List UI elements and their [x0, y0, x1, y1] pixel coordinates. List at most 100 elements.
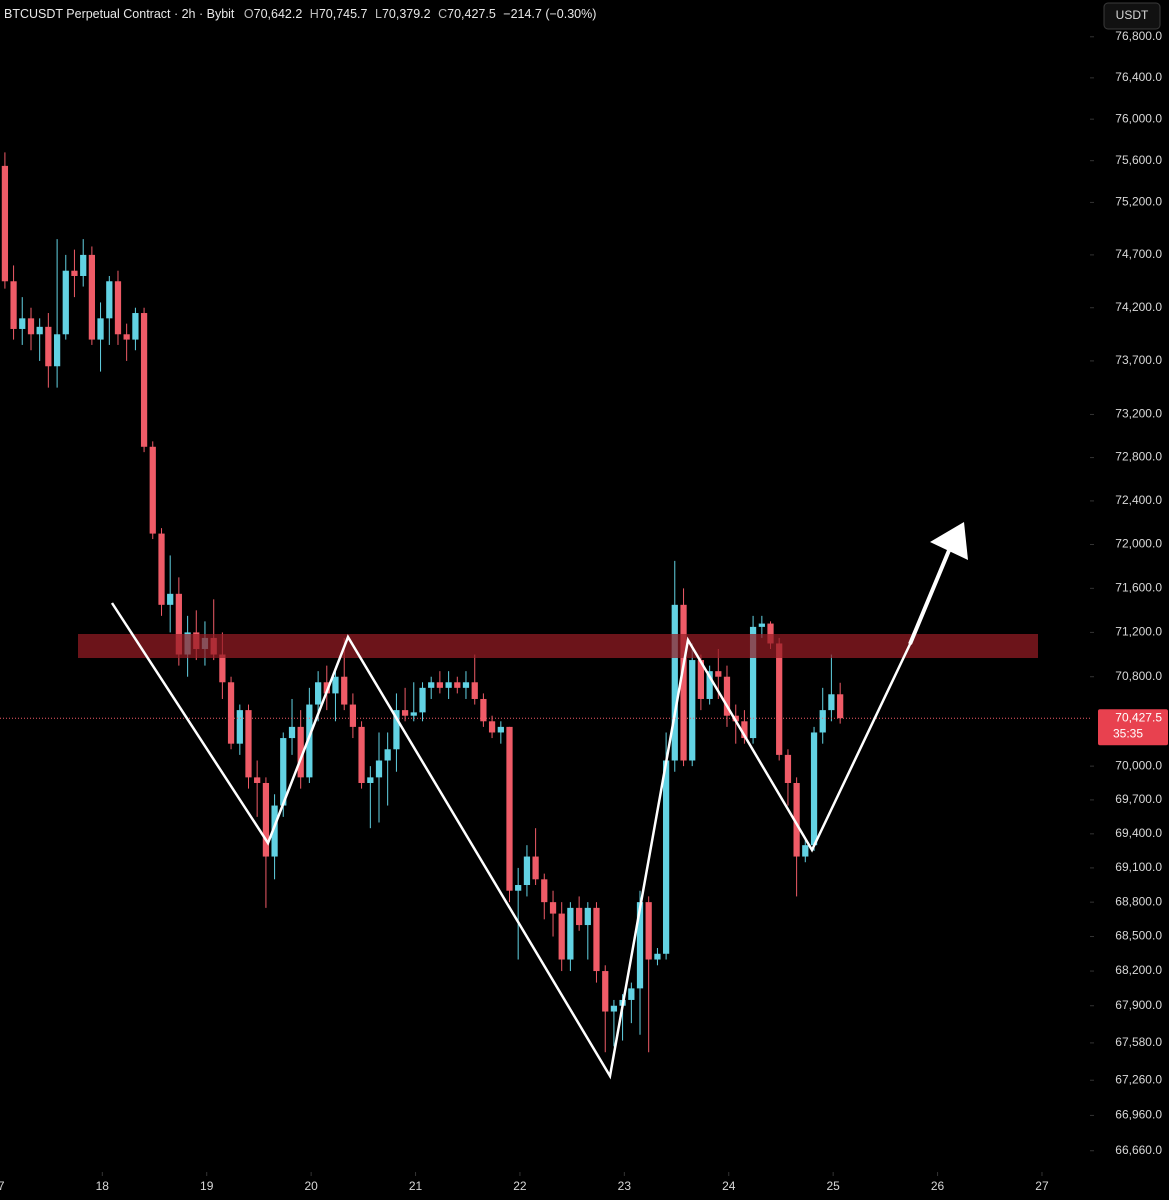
- x-tick-label: 20: [304, 1179, 318, 1193]
- y-tick-label: 69,100.0: [1115, 860, 1162, 874]
- candle-body: [140, 313, 148, 447]
- ohlc-value: 70,427.5: [447, 7, 496, 21]
- y-tick-label: 72,000.0: [1115, 537, 1162, 551]
- x-tick-label: 27: [1035, 1179, 1049, 1193]
- candle-body: [123, 334, 130, 340]
- candle-body: [419, 687, 426, 713]
- y-tick-label: 76,000.0: [1115, 111, 1162, 125]
- ohlc-key: C: [438, 7, 447, 21]
- candle-body: [584, 907, 591, 926]
- x-tick-label: 18: [96, 1179, 110, 1193]
- candle-body: [80, 254, 87, 276]
- candle-body: [567, 907, 574, 960]
- candle-body: [45, 326, 52, 367]
- candle-body: [471, 682, 478, 699]
- last-price-box: [1098, 709, 1168, 746]
- candle-body: [576, 907, 583, 926]
- candle-body: [454, 682, 461, 688]
- candle-body: [810, 732, 818, 846]
- y-tick-label: 72,800.0: [1115, 450, 1162, 464]
- x-tick-label: 21: [409, 1179, 423, 1193]
- last-price-label: 70,427.5: [1115, 710, 1162, 724]
- overlay: 76,800.0 76,400.0 76,000.0 75,600.0 75,200.0…: [0, 29, 1168, 1193]
- candle-body: [97, 318, 104, 340]
- y-tick-label: 71,200.0: [1115, 625, 1162, 639]
- candle-body: [315, 682, 322, 705]
- candle-body: [497, 726, 504, 733]
- candle-body: [436, 682, 443, 688]
- candle-body: [254, 777, 261, 783]
- candle-body: [715, 671, 722, 677]
- y-tick-label: 76,800.0: [1115, 29, 1162, 43]
- change: −214.7 (−0.30%): [503, 7, 596, 21]
- candle-body: [271, 805, 278, 857]
- y-tick-label: 75,200.0: [1115, 195, 1162, 209]
- y-tick-label: 68,800.0: [1115, 894, 1162, 908]
- y-tick-label: 70,800.0: [1115, 669, 1162, 683]
- candle-body: [306, 704, 313, 778]
- candle-body: [515, 885, 522, 891]
- candle-body: [749, 626, 757, 739]
- candle-body: [227, 682, 235, 744]
- x-tick-label: 22: [513, 1179, 527, 1193]
- candle-body: [332, 676, 339, 694]
- arrow-shaft: [908, 547, 952, 645]
- ohlc-key: O: [244, 7, 254, 21]
- candle-body: [523, 856, 531, 886]
- ohlc-value: 70,745.7: [319, 7, 368, 21]
- x-tick-label: 23: [618, 1179, 632, 1193]
- y-tick-label: 69,400.0: [1115, 826, 1162, 840]
- candle-body: [19, 318, 26, 329]
- candle-body: [802, 845, 809, 857]
- candle-body: [158, 533, 165, 605]
- x-tick-label: 19: [200, 1179, 214, 1193]
- candle-body: [410, 712, 417, 716]
- x-tick-label: 26: [931, 1179, 945, 1193]
- currency-label[interactable]: USDT: [1116, 8, 1149, 22]
- ohlc-key: H: [310, 7, 319, 21]
- y-tick-label: 76,400.0: [1115, 70, 1162, 84]
- candle-body: [27, 318, 35, 335]
- candle-body: [132, 313, 139, 340]
- candle-body: [767, 623, 774, 644]
- candle-body: [71, 270, 78, 276]
- y-tick-label: 68,200.0: [1115, 963, 1162, 977]
- candle-body: [784, 754, 792, 783]
- candle-body: [837, 694, 844, 719]
- candle-body: [106, 281, 113, 319]
- candle-body: [741, 721, 748, 739]
- x-tick-label: 25: [826, 1179, 840, 1193]
- resistance-zone: [78, 634, 1038, 658]
- candle-body: [610, 1005, 618, 1012]
- candles: [0, 152, 1090, 1053]
- candle-body: [506, 726, 513, 891]
- y-tick-label: 69,700.0: [1115, 792, 1162, 806]
- candle-body: [680, 604, 687, 761]
- y-tick-label: 70,000.0: [1115, 758, 1162, 772]
- y-tick-label: 68,500.0: [1115, 929, 1162, 943]
- candle-body: [358, 726, 365, 783]
- candle-body: [689, 660, 696, 761]
- currency-button[interactable]: [1103, 2, 1161, 30]
- y-tick-label: 75,600.0: [1115, 153, 1162, 167]
- candle-body: [297, 726, 304, 778]
- candle-body: [428, 682, 435, 688]
- candle-body: [384, 749, 391, 761]
- ohlc-value: 70,379.2: [382, 7, 431, 21]
- y-tick-label: 66,960.0: [1115, 1108, 1162, 1122]
- candle-body: [280, 738, 287, 806]
- candle-body: [541, 879, 548, 903]
- candle-body: [10, 281, 17, 329]
- legend-header: BTCUSDT Perpetual Contract · 2h · Bybit …: [4, 7, 596, 21]
- ohlc-key: L: [375, 7, 382, 21]
- y-tick-label: 66,660.0: [1115, 1143, 1162, 1157]
- x-tick-label: 24: [722, 1179, 736, 1193]
- pattern-line: [110, 602, 914, 1080]
- candle-body: [558, 913, 565, 960]
- candle-body: [88, 254, 95, 340]
- candle-body: [62, 270, 69, 335]
- arrow-head: [930, 522, 968, 560]
- candle-body: [819, 710, 826, 733]
